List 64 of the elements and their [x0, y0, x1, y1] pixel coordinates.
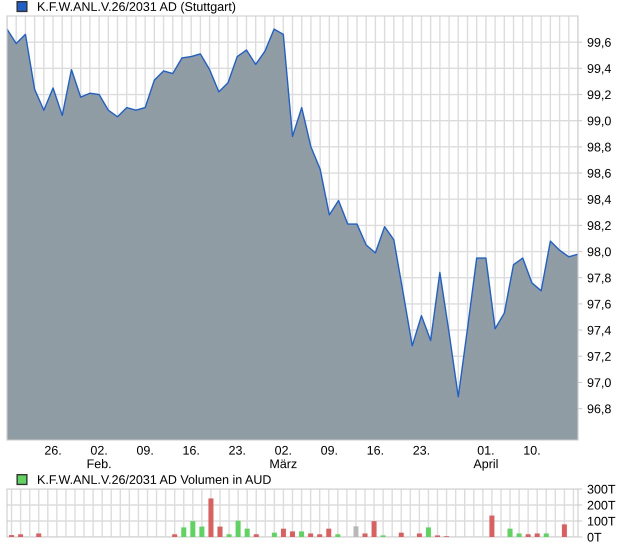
bar	[18, 534, 24, 537]
bar	[218, 526, 222, 537]
bar	[317, 534, 322, 537]
x-tick-label: 09.	[321, 446, 337, 455]
bar	[335, 534, 340, 537]
bar	[181, 527, 186, 537]
x-tick-label: 23.	[413, 446, 429, 455]
x-tick-label: 10.	[524, 446, 540, 455]
bar	[426, 527, 431, 537]
x-tick-label: 26.	[44, 446, 61, 455]
y-tick-label: 99,4	[588, 64, 611, 74]
y-tick-label: 100T	[588, 516, 616, 526]
bar	[308, 533, 314, 537]
x-tick-label: 01. April	[473, 446, 498, 471]
y-tick-label: 98,0	[588, 247, 611, 258]
bar	[272, 532, 277, 537]
bar	[280, 528, 286, 537]
x-tick-label: 16.	[183, 446, 199, 455]
y-tick-label: 99,2	[588, 90, 611, 101]
bar	[544, 533, 549, 537]
bar	[372, 521, 377, 537]
bar	[526, 534, 531, 537]
y-tick-label: 200T	[588, 500, 616, 510]
x-tick-label: 16.	[368, 446, 383, 455]
bar	[208, 498, 214, 537]
bar	[226, 534, 232, 537]
y-tick-label: 0T	[588, 532, 602, 542]
y-tick-label: 97,2	[588, 352, 611, 362]
y-tick-label: 300T	[588, 484, 616, 494]
y-tick-label: 97,4	[588, 326, 611, 336]
x-tick-label: 02. Feb.	[88, 446, 110, 468]
bar	[562, 524, 567, 537]
bar	[172, 534, 178, 537]
legend-label: K.F.W.ANL.V.26/2031 AD (Stuttgart)	[38, 2, 236, 14]
y-tick-label: 99,0	[588, 116, 611, 127]
y-tick-label: 97,8	[588, 274, 611, 284]
bar	[362, 533, 368, 537]
y-tick-label: 97,0	[588, 378, 611, 389]
bar	[516, 533, 522, 537]
y-tick-label: 97,6	[588, 300, 611, 310]
legend-label: K.F.W.ANL.V.26/2031 AD Volumen in AUD	[38, 474, 271, 484]
bar	[36, 533, 42, 537]
y-tick-label: 98,2	[588, 221, 611, 232]
bar	[398, 532, 404, 537]
bar	[508, 528, 513, 537]
bar	[290, 531, 295, 537]
bar	[489, 516, 494, 537]
y-tick-label: 98,6	[588, 168, 611, 180]
x-tick-label: 09.	[136, 446, 153, 455]
y-tick-label: 99,6	[588, 38, 611, 48]
y-tick-label: 96,8	[588, 404, 611, 415]
bar	[199, 526, 204, 537]
x-tick-label: 02. März	[270, 446, 297, 468]
bar	[416, 533, 422, 537]
bar	[299, 531, 304, 537]
y-tick-label: 98,8	[588, 142, 611, 153]
x-tick-label: 23.	[229, 446, 245, 455]
bar	[244, 528, 250, 537]
bar	[236, 520, 241, 537]
bar	[534, 533, 540, 537]
y-tick-label: 98,4	[588, 195, 611, 206]
bar	[190, 521, 196, 537]
bar	[326, 528, 332, 537]
bar	[353, 526, 358, 537]
